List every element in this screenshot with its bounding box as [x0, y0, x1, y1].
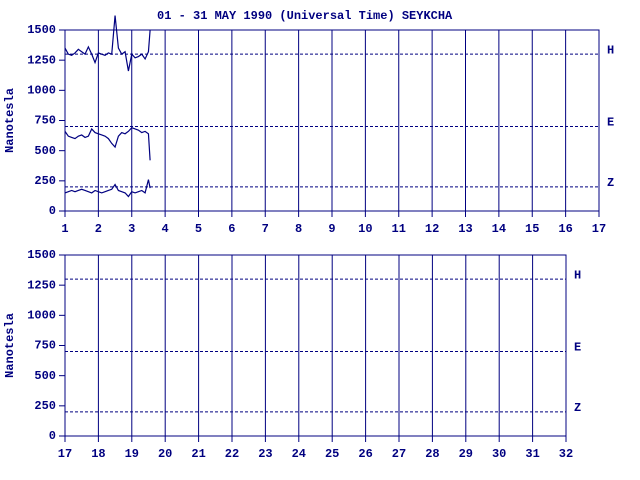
x-tick-label: 18 [91, 447, 105, 461]
x-tick-label: 28 [425, 447, 439, 461]
x-tick-label: 25 [325, 447, 339, 461]
data-line [64, 127, 151, 161]
y-tick-label: 0 [49, 204, 56, 218]
chart-title: 01 - 31 MAY 1990 (Universal Time) SEYKCH… [157, 9, 453, 23]
x-tick-label: 4 [162, 222, 169, 236]
x-tick-label: 23 [258, 447, 272, 461]
x-tick-label: 7 [262, 222, 269, 236]
y-tick-label: 0 [49, 429, 56, 443]
x-tick-label: 9 [328, 222, 335, 236]
baseline-label: E [607, 116, 614, 130]
x-tick-label: 14 [492, 222, 506, 236]
baseline-label: H [574, 268, 581, 282]
x-tick-label: 26 [358, 447, 372, 461]
y-tick-label: 1500 [27, 248, 56, 262]
x-tick-label: 19 [125, 447, 139, 461]
plot-frame [64, 254, 567, 437]
y-axis-label: Nanotesla [3, 313, 17, 378]
data-line [64, 179, 151, 198]
baseline-label: E [574, 341, 581, 355]
y-tick-label: 1000 [27, 84, 56, 98]
baseline-label: H [607, 43, 614, 57]
x-tick-label: 12 [425, 222, 439, 236]
x-tick-label: 2 [95, 222, 102, 236]
x-tick-label: 29 [459, 447, 473, 461]
x-tick-label: 10 [358, 222, 372, 236]
y-tick-label: 1000 [27, 309, 56, 323]
x-tick-label: 8 [295, 222, 302, 236]
x-tick-label: 21 [191, 447, 205, 461]
y-axis-label: Nanotesla [3, 88, 17, 153]
y-tick-label: 1500 [27, 23, 56, 37]
x-tick-label: 32 [559, 447, 573, 461]
x-tick-label: 15 [525, 222, 539, 236]
x-tick-label: 1 [61, 222, 68, 236]
x-tick-label: 22 [225, 447, 239, 461]
y-tick-label: 500 [34, 144, 56, 158]
y-tick-label: 750 [34, 114, 56, 128]
y-tick-label: 750 [34, 339, 56, 353]
x-tick-label: 11 [392, 222, 406, 236]
x-tick-label: 31 [525, 447, 539, 461]
x-tick-label: 17 [592, 222, 606, 236]
x-tick-label: 17 [58, 447, 72, 461]
data-line [64, 15, 151, 72]
y-tick-label: 1250 [27, 53, 56, 67]
x-tick-label: 24 [292, 447, 306, 461]
x-tick-label: 30 [492, 447, 506, 461]
x-tick-label: 13 [458, 222, 472, 236]
x-tick-label: 27 [392, 447, 406, 461]
x-tick-label: 20 [158, 447, 172, 461]
x-tick-label: 6 [228, 222, 235, 236]
y-tick-label: 500 [34, 369, 56, 383]
y-tick-label: 1250 [27, 278, 56, 292]
x-tick-label: 16 [558, 222, 572, 236]
baseline-label: Z [574, 401, 581, 415]
y-tick-label: 250 [34, 174, 56, 188]
y-tick-label: 250 [34, 399, 56, 413]
x-tick-label: 5 [195, 222, 202, 236]
baseline-label: Z [607, 176, 614, 190]
x-tick-label: 3 [128, 222, 135, 236]
